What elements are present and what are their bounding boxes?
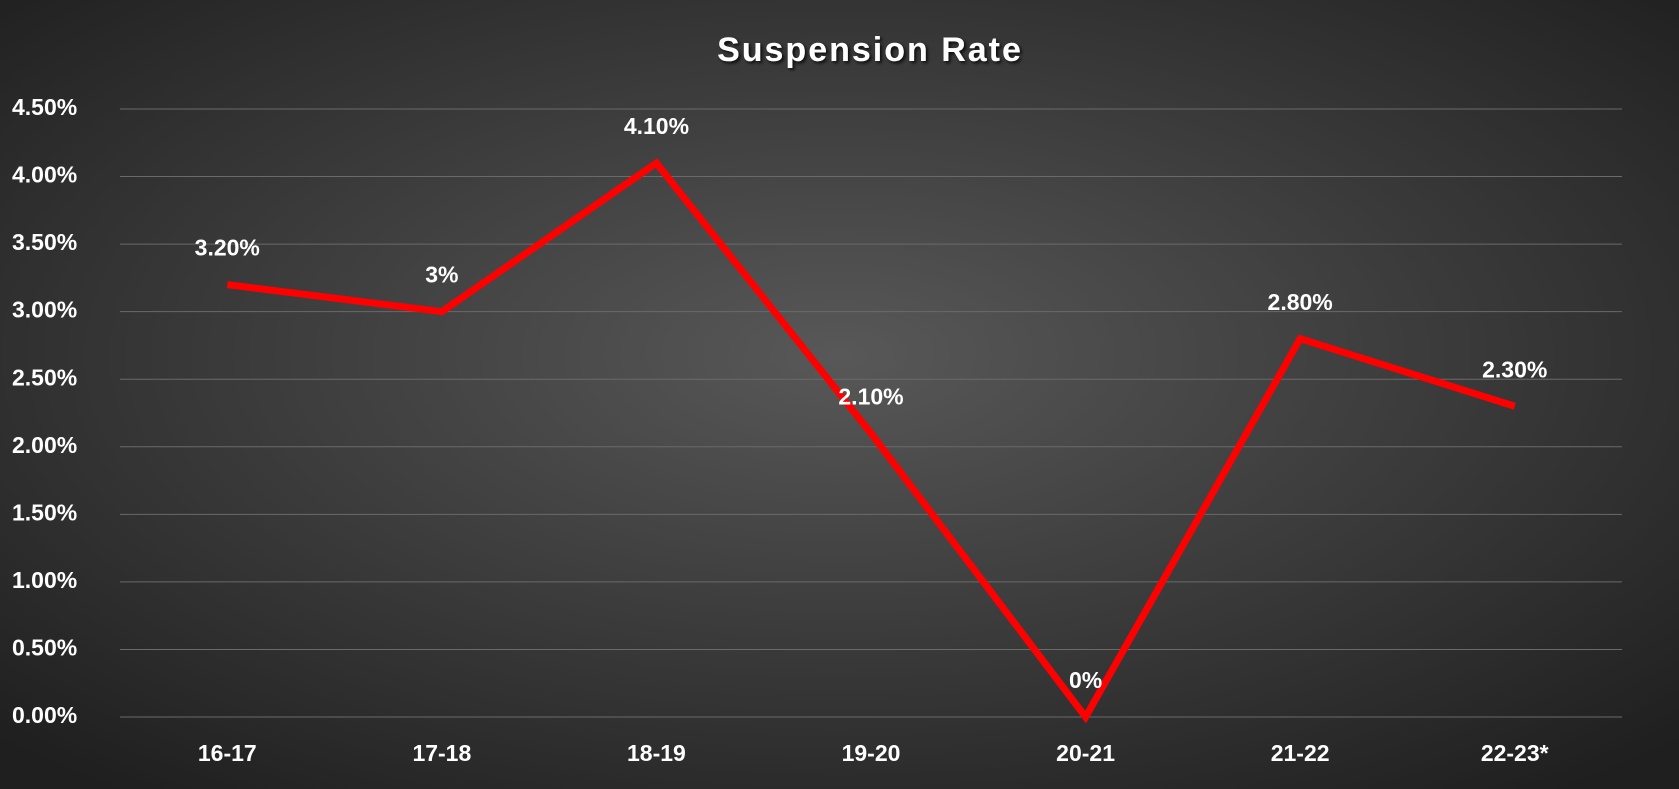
x-tick-label: 19-20 — [842, 740, 901, 766]
y-tick-label: 4.50% — [12, 94, 77, 120]
data-label: 3% — [425, 262, 458, 288]
y-tick-label: 1.50% — [12, 499, 77, 525]
y-tick-label: 3.00% — [12, 297, 77, 323]
x-tick-label: 22-23* — [1481, 740, 1549, 766]
y-tick-label: 0.00% — [12, 702, 77, 728]
x-tick-label: 20-21 — [1056, 740, 1115, 766]
x-tick-label: 17-18 — [412, 740, 471, 766]
data-label: 4.10% — [624, 113, 689, 139]
y-tick-label: 3.50% — [12, 229, 77, 255]
y-tick-label: 1.00% — [12, 567, 77, 593]
y-tick-label: 2.50% — [12, 364, 77, 390]
x-tick-label: 16-17 — [198, 740, 257, 766]
data-label: 0% — [1069, 667, 1102, 693]
chart-title: Suspension Rate — [717, 31, 1023, 69]
x-tick-label: 21-22 — [1271, 740, 1330, 766]
y-tick-label: 0.50% — [12, 635, 77, 661]
y-tick-label: 2.00% — [12, 432, 77, 458]
data-label: 2.80% — [1268, 289, 1333, 315]
data-label: 2.30% — [1482, 356, 1547, 382]
x-tick-label: 18-19 — [627, 740, 686, 766]
series-line — [226, 158, 1516, 724]
y-tick-label: 4.00% — [12, 162, 77, 188]
data-label: 2.10% — [838, 383, 903, 409]
data-label: 3.20% — [195, 235, 260, 261]
